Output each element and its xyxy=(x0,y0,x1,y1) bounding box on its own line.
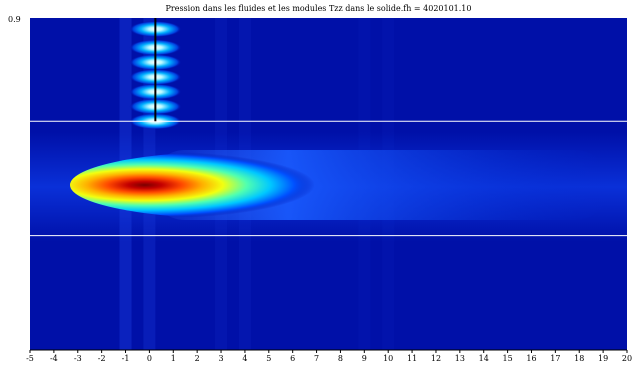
x-tick-label: 9 xyxy=(362,354,367,363)
x-tick-label: 13 xyxy=(455,354,465,363)
chart-title: Pression dans les fluides et les modules… xyxy=(165,4,472,13)
solid-field-hotspot xyxy=(70,151,410,219)
x-tick-label: 6 xyxy=(290,354,295,363)
x-tick-label: 5 xyxy=(266,354,271,363)
x-tick-label: -3 xyxy=(74,354,82,363)
x-tick-label: 3 xyxy=(218,354,223,363)
x-tick-label: 0 xyxy=(147,354,152,363)
x-axis-ticks: -5 -4 -3 -2 -1 0 1 2 3 4 5 6 7 8 9 10 11 12 13 14 15 16 17 18 19… xyxy=(26,350,632,363)
x-tick-label: -5 xyxy=(26,354,34,363)
x-tick-label: 8 xyxy=(338,354,343,363)
x-tick-label: -1 xyxy=(122,354,130,363)
x-tick-label: 12 xyxy=(431,354,441,363)
x-tick-label: 16 xyxy=(526,354,536,363)
x-tick-label: 20 xyxy=(622,354,632,363)
x-tick-label: 7 xyxy=(314,354,319,363)
x-tick-label: 2 xyxy=(195,354,200,363)
x-tick-label: 11 xyxy=(407,354,417,363)
x-tick-label: 17 xyxy=(550,354,560,363)
x-tick-label: 10 xyxy=(383,354,393,363)
x-tick-label: -4 xyxy=(50,354,58,363)
x-tick-label: 14 xyxy=(479,354,489,363)
y-tick-label-top: 0.9 xyxy=(8,15,21,24)
x-tick-label: 18 xyxy=(574,354,584,363)
x-tick-label: 19 xyxy=(598,354,608,363)
x-tick-label: -2 xyxy=(98,354,106,363)
x-tick-label: 15 xyxy=(503,354,513,363)
x-tick-label: 1 xyxy=(171,354,176,363)
x-tick-label: 4 xyxy=(242,354,247,363)
fluid-oscillations xyxy=(129,21,182,130)
